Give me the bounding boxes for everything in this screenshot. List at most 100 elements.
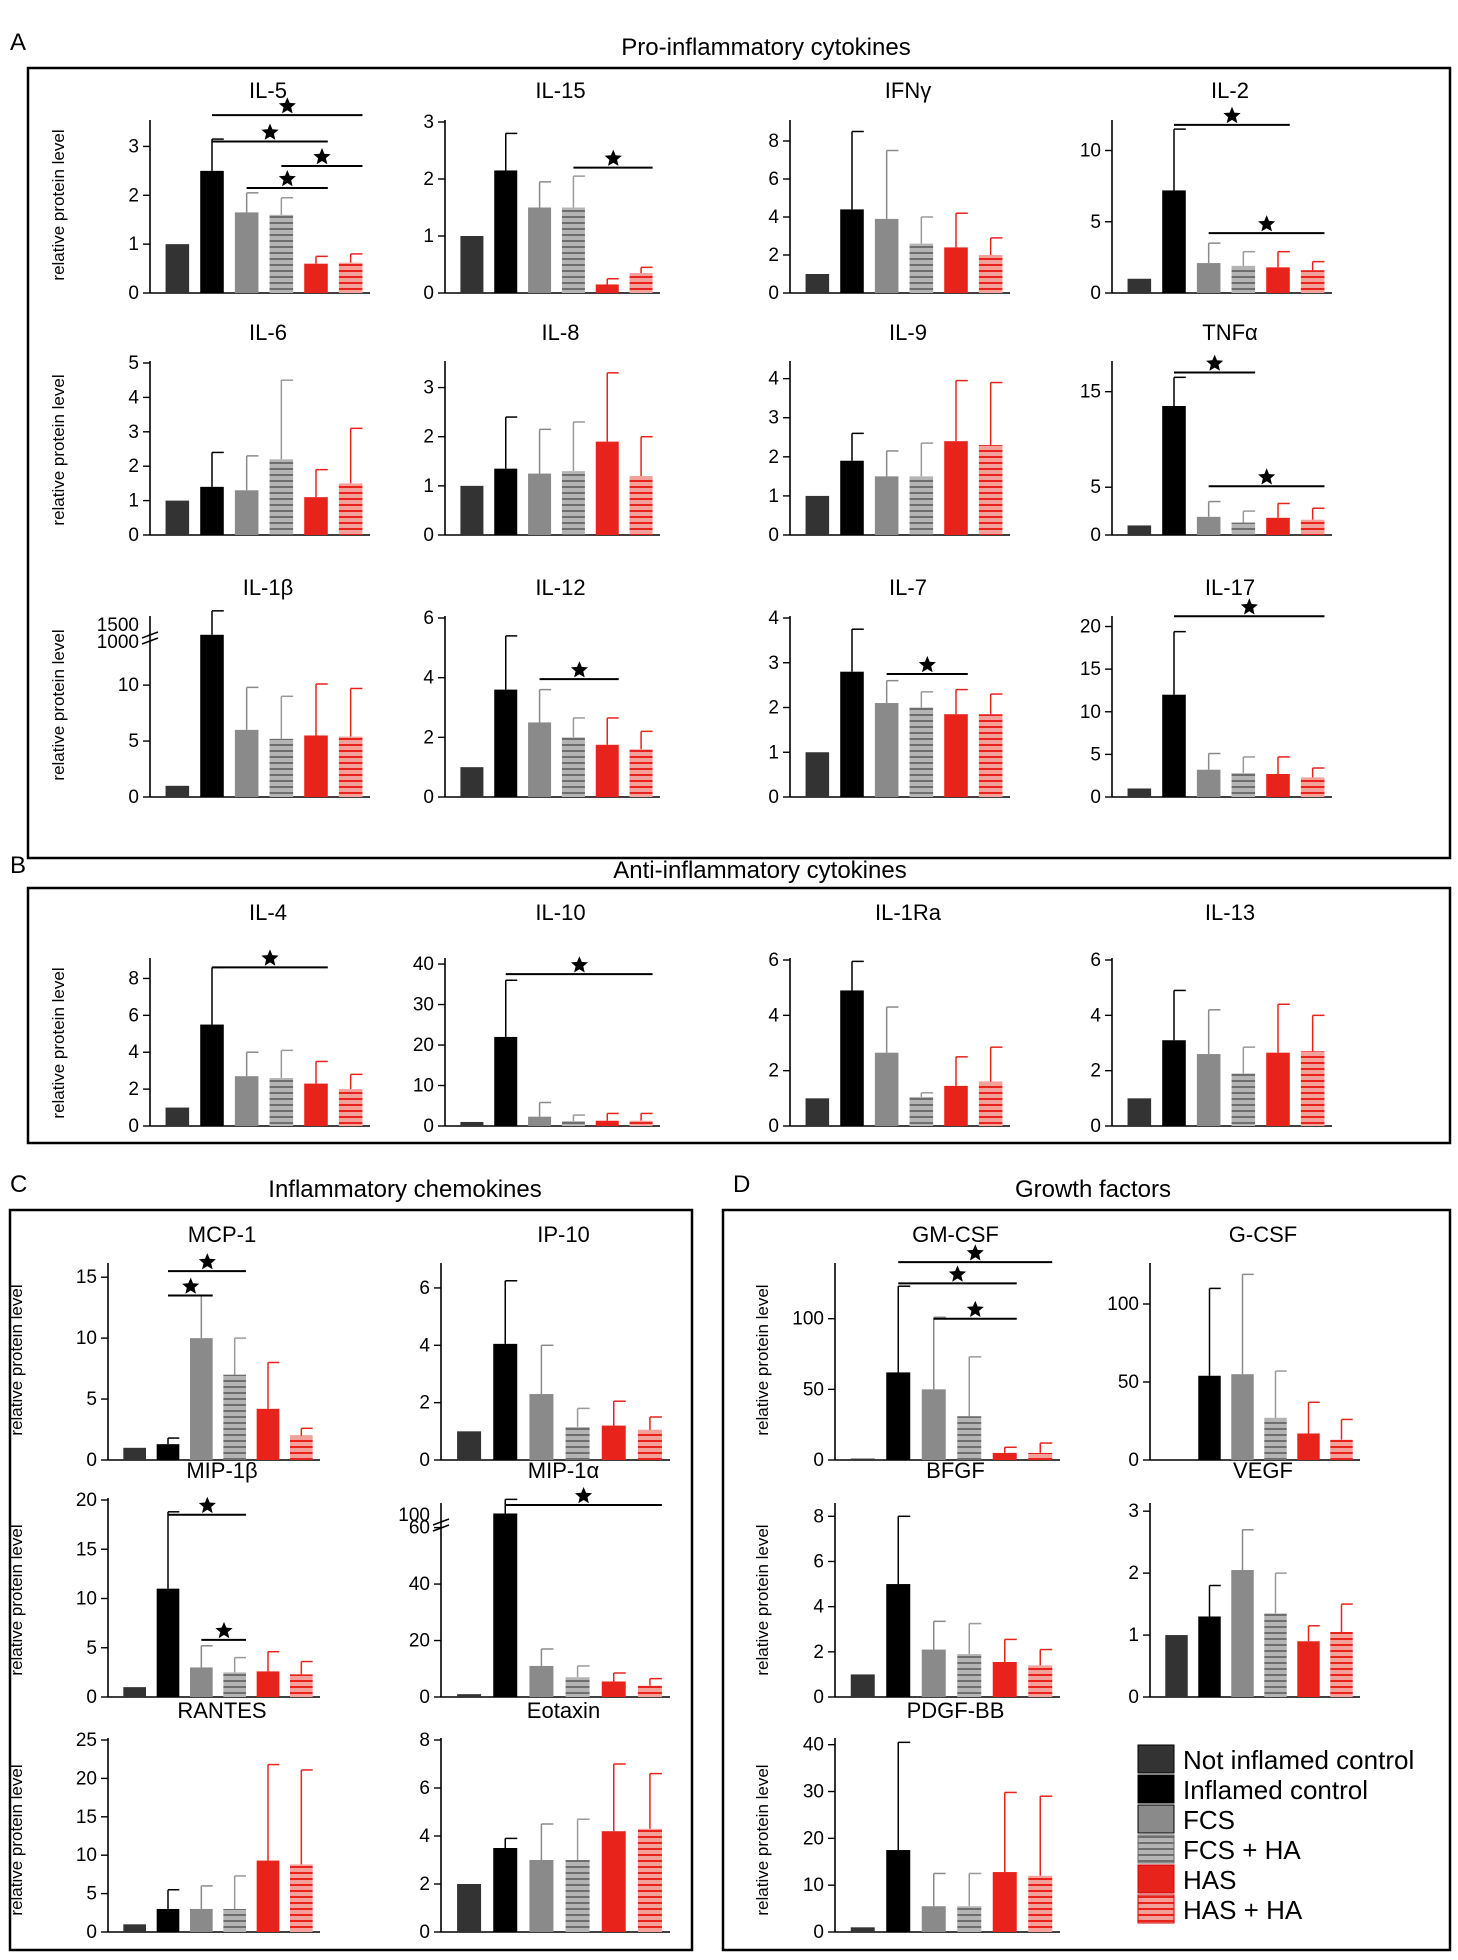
bar-fcs	[234, 490, 259, 535]
bar-inflamed	[1162, 190, 1186, 293]
y-tick-label: 6	[768, 169, 779, 190]
y-tick-label: 0	[1128, 1450, 1139, 1471]
bar-has-ha	[290, 1864, 313, 1932]
significance-star	[215, 1621, 233, 1639]
bar-fcs	[921, 1389, 946, 1460]
chart-title: IL-6	[249, 320, 287, 345]
y-tick-label: 15	[1080, 659, 1101, 680]
y-tick-label: 1	[768, 486, 779, 507]
bar-has	[601, 1681, 626, 1697]
y-tick-label: 50	[1118, 1372, 1139, 1393]
significance-star	[313, 148, 331, 165]
y-tick-label: 8	[813, 1506, 824, 1527]
y-axis-label: relative protein level	[7, 1284, 26, 1435]
y-tick-label: 6	[128, 1005, 139, 1026]
bar-inflamed	[200, 634, 224, 797]
bar-inflamed	[200, 486, 224, 535]
chart-il-7: IL-7 0 1 2 3 4	[768, 575, 1010, 808]
y-tick-label: 0	[1090, 283, 1101, 304]
chart-title: IL-12	[535, 575, 585, 600]
chart-title: GM-CSF	[912, 1222, 999, 1247]
y-tick-label: 2	[423, 427, 434, 448]
bar-fcs-ha	[269, 214, 294, 293]
chart-title: IL-13	[1205, 900, 1255, 925]
y-tick-label: 4	[419, 1826, 430, 1847]
chart-il-6: IL-6 0 1 2 3 4 5	[128, 320, 370, 546]
chart-title: TNFα	[1202, 320, 1258, 345]
chart-il-2: IL-2 0 5 10	[1080, 78, 1332, 304]
chart-title: IL-7	[889, 575, 927, 600]
y-tick-label: 4	[768, 1005, 779, 1026]
bar-inflamed	[886, 1584, 911, 1697]
bar-has-ha	[1300, 777, 1325, 797]
legend-label: Inflamed control	[1183, 1775, 1368, 1805]
bar-has-ha	[1300, 519, 1325, 535]
panel-frame-b	[26, 886, 1452, 1145]
bar-fcs	[234, 1076, 259, 1126]
bar-not-inflamed	[460, 485, 484, 535]
bar-fcs-ha	[269, 1078, 294, 1126]
y-tick-label: 2	[1128, 1563, 1139, 1584]
chart-g-csf: G-CSF 0 50 100	[1107, 1222, 1360, 1471]
y-tick-label: 0	[768, 283, 779, 304]
bar-fcs	[874, 1052, 899, 1126]
y-tick-label: 0	[1090, 1116, 1101, 1137]
chart-title: G-CSF	[1229, 1222, 1297, 1247]
legend-swatch-not-inflamed	[1137, 1744, 1175, 1774]
y-tick-label: 2	[768, 698, 779, 719]
y-tick-label: 30	[413, 995, 434, 1016]
significance-star	[604, 149, 622, 166]
bar-not-inflamed	[805, 274, 830, 293]
chart-title: IL-17	[1205, 575, 1255, 600]
bar-fcs	[528, 722, 552, 797]
y-tick-label: 3	[423, 378, 434, 399]
y-tick-label: 4	[419, 1335, 430, 1356]
bar-has-ha	[1330, 1631, 1353, 1697]
bar-inflamed	[840, 990, 864, 1126]
y-tick-label: 10	[76, 1328, 97, 1349]
bar-fcs-ha	[269, 738, 294, 797]
bar-has	[256, 1860, 280, 1932]
bar-has	[1266, 517, 1290, 535]
chart-title: BFGF	[926, 1458, 985, 1483]
legend-label: FCS	[1183, 1805, 1235, 1835]
section-title-a: Pro-inflammatory cytokines	[621, 34, 910, 61]
y-tick-label: 2	[423, 169, 434, 190]
chart-ifn: IFNγ 0 2 4 6 8	[768, 78, 1010, 304]
y-axis-label: relative protein level	[753, 1764, 772, 1915]
y-tick-label: 5	[128, 353, 139, 374]
y-tick-label: 0	[423, 787, 434, 808]
y-tick-label: 6	[419, 1278, 430, 1299]
bar-has	[944, 1085, 968, 1126]
bar-fcs-ha	[957, 1906, 982, 1932]
chart-gm-csf: GM-CSF 0 50 100	[792, 1222, 1060, 1471]
y-tick-label: 1	[1128, 1625, 1139, 1646]
bar-not-inflamed	[457, 1884, 482, 1932]
chart-mip-1: MIP-1β 0 5 10 15 20	[76, 1458, 320, 1708]
bar-inflamed	[493, 1513, 518, 1697]
chart-il-13: IL-13 0 2 4 6	[1090, 900, 1332, 1137]
y-tick-label: 15	[76, 1267, 97, 1288]
y-tick-label: 20	[803, 1828, 824, 1849]
y-tick-label: 1	[128, 491, 139, 512]
chart-title: IL-2	[1211, 78, 1249, 103]
bar-fcs-ha	[565, 1677, 590, 1697]
bar-has	[992, 1872, 1017, 1932]
y-tick-label: 4	[768, 207, 779, 228]
y-tick-label: 0	[1090, 525, 1101, 546]
bar-has-ha	[629, 476, 653, 535]
bar-not-inflamed	[123, 1924, 146, 1932]
chart-il-15: IL-15 0 1 2 3	[423, 78, 660, 304]
chart-title: IL-15	[535, 78, 585, 103]
y-axis-label: relative protein level	[49, 629, 68, 780]
bar-fcs-ha	[909, 243, 934, 293]
bar-has	[944, 441, 968, 535]
bar-not-inflamed	[457, 1431, 482, 1460]
y-tick-label: 25	[76, 1730, 97, 1751]
chart-eotaxin: Eotaxin 0 2 4 6 8	[419, 1698, 670, 1943]
y-tick-label: 10	[1080, 141, 1101, 162]
y-tick-label: 2	[768, 245, 779, 266]
bar-inflamed	[840, 209, 864, 293]
y-tick-label: 0	[813, 1450, 824, 1471]
bar-not-inflamed	[1165, 1635, 1188, 1697]
